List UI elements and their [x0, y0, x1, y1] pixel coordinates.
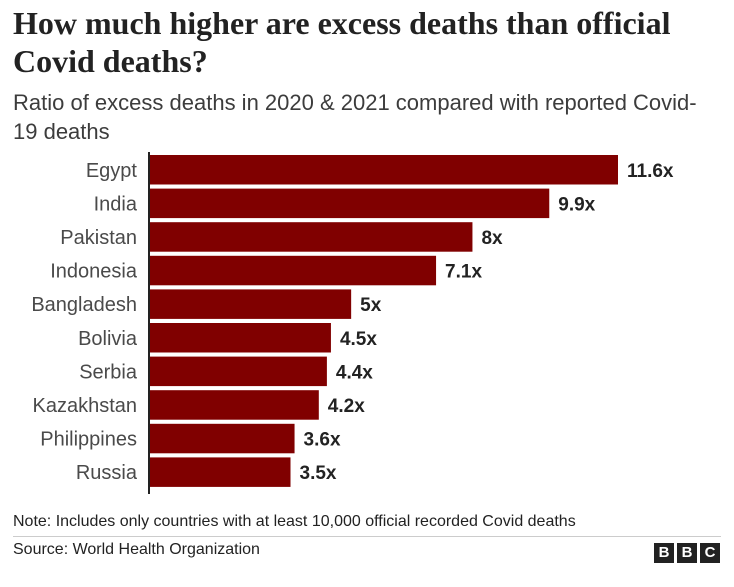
value-label-kazakhstan: 4.2x — [328, 396, 365, 417]
bar-serbia — [149, 356, 327, 387]
value-label-bolivia: 4.5x — [340, 329, 377, 350]
category-label-indonesia: Indonesia — [50, 261, 138, 283]
bars-group — [149, 155, 618, 487]
category-label-pakistan: Pakistan — [60, 227, 137, 249]
category-label-bolivia: Bolivia — [78, 328, 138, 350]
chart-title: How much higher are excess deaths than o… — [13, 5, 671, 79]
category-label-serbia: Serbia — [79, 361, 138, 383]
category-label-egypt: Egypt — [86, 160, 138, 182]
bbc-logo-letter-b: B — [654, 543, 674, 563]
bar-bangladesh — [149, 289, 352, 319]
value-label-indonesia: 7.1x — [445, 262, 482, 283]
bar-russia — [149, 457, 291, 487]
category-label-bangladesh: Bangladesh — [31, 294, 137, 316]
value-label-egypt: 11.6x — [627, 161, 674, 182]
value-label-serbia: 4.4x — [336, 362, 373, 383]
bar-philippines — [149, 423, 295, 454]
bar-bolivia — [149, 323, 331, 353]
bar-egypt — [149, 155, 618, 185]
value-label-philippines: 3.6x — [304, 430, 341, 451]
bar-india — [149, 188, 550, 219]
category-label-india: India — [94, 193, 138, 215]
value-label-russia: 3.5x — [300, 463, 337, 484]
value-label-bangladesh: 5x — [360, 295, 382, 316]
value-label-india: 9.9x — [558, 194, 595, 215]
bar-indonesia — [149, 255, 437, 286]
category-label-russia: Russia — [76, 462, 138, 484]
bar-pakistan — [149, 222, 473, 252]
bar-chart: Egypt 11.6x India 9.9x Pakistan 8x Indonesia 7.… — [31, 152, 674, 494]
chart-note: Note: Includes only countries with at le… — [13, 513, 576, 530]
chart-source: Source: World Health Organization — [13, 541, 260, 558]
bbc-logo-letter-c: C — [700, 543, 720, 563]
chart-subtitle: Ratio of excess deaths in 2020 & 2021 co… — [13, 90, 697, 144]
labels-group: Egypt 11.6x India 9.9x Pakistan 8x Indonesia 7.… — [31, 160, 674, 484]
category-label-philippines: Philippines — [40, 429, 137, 451]
bar-kazakhstan — [149, 390, 319, 420]
category-label-kazakhstan: Kazakhstan — [32, 395, 137, 417]
footer-divider — [13, 536, 721, 537]
bbc-logo-letter-b: B — [677, 543, 697, 563]
bbc-logo: B B C — [654, 543, 720, 563]
value-label-pakistan: 8x — [481, 228, 503, 249]
